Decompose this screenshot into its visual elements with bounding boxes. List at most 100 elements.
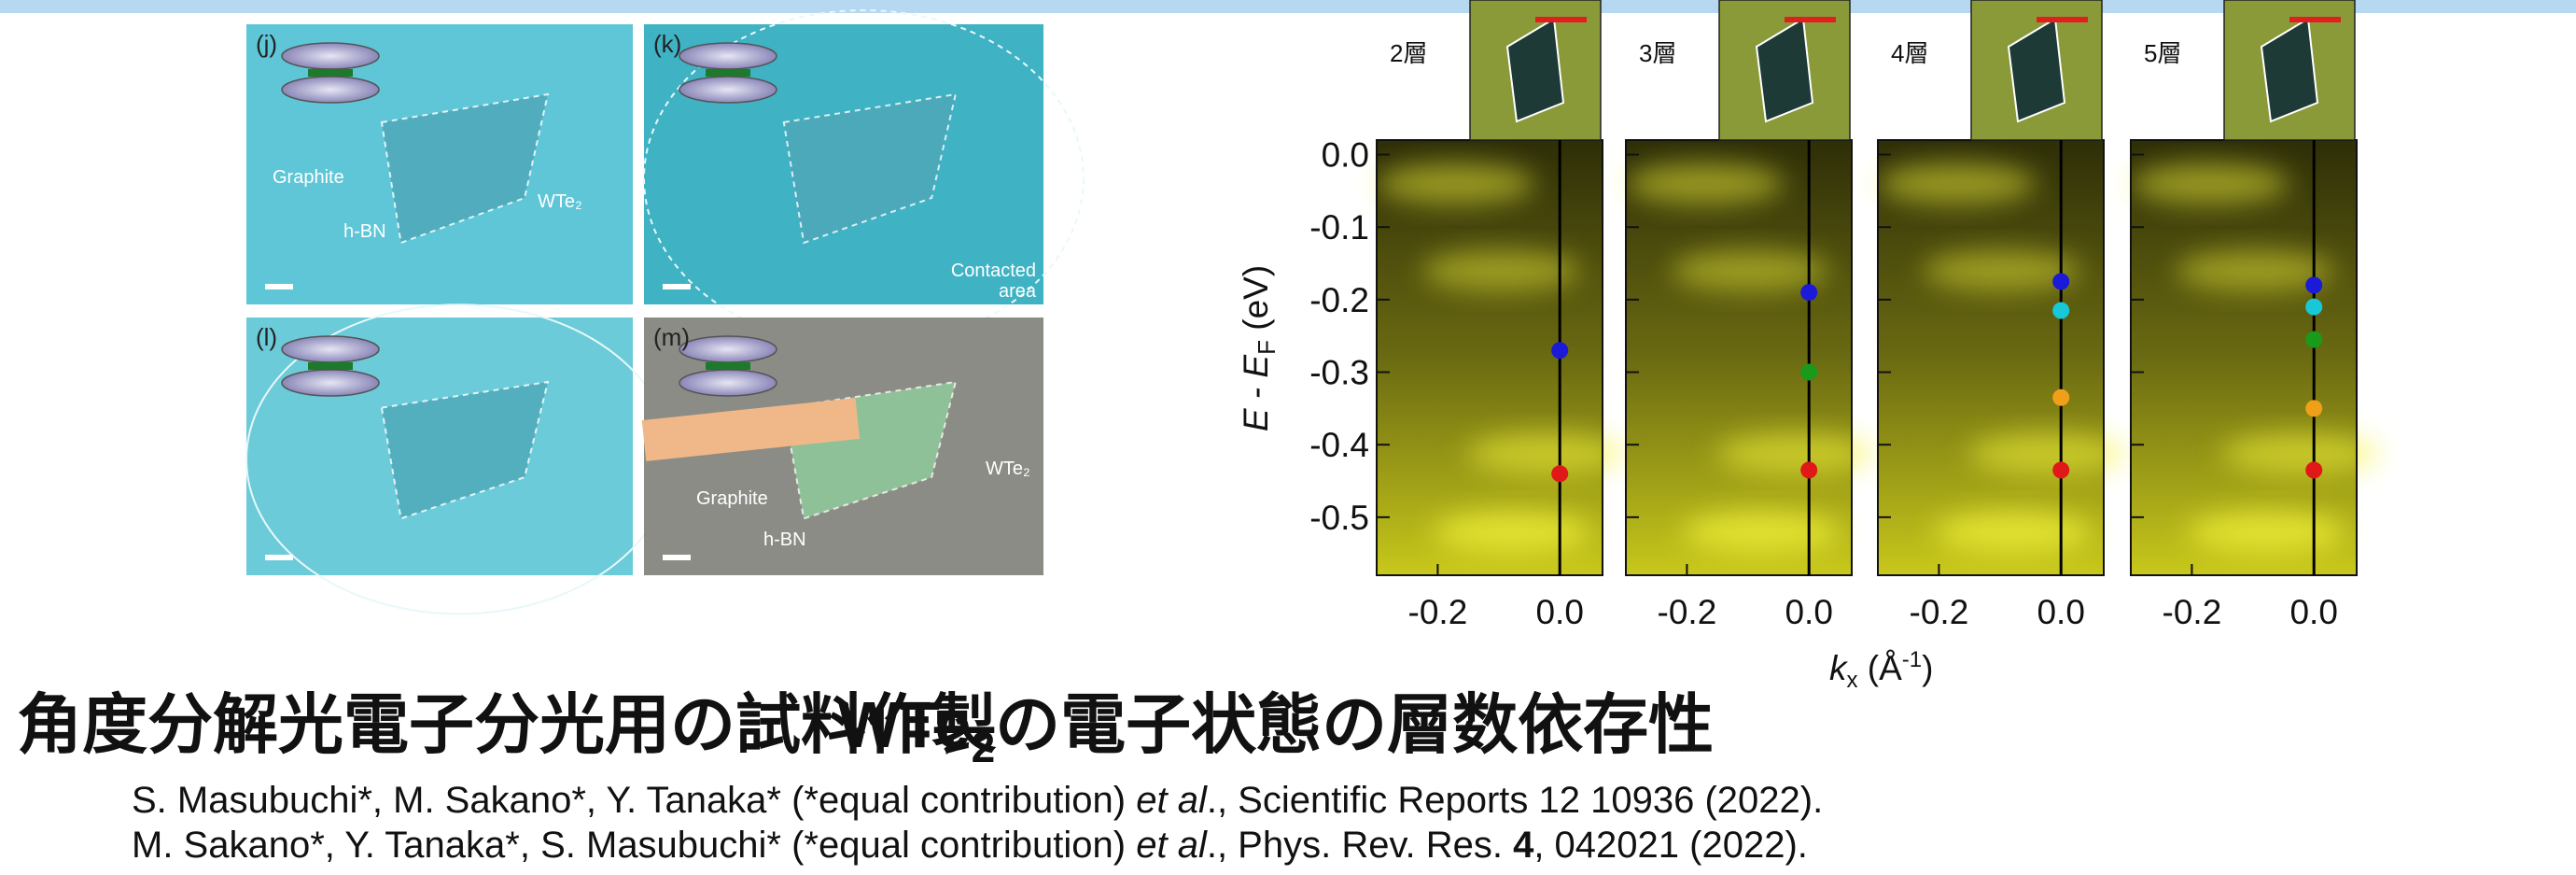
sample-panel: (l) — [245, 303, 673, 615]
band-energy-point — [1800, 284, 1818, 302]
x-axis-label: kx (Å-1) — [1829, 647, 1933, 693]
heading-part: の電子状態の層数依存性 — [995, 688, 1714, 761]
heading-right: WTe2の電子状態の層数依存性 — [838, 688, 1714, 771]
band-energy-point — [2052, 273, 2070, 290]
x-tick-label: 0.0 — [2289, 593, 2337, 631]
intensity-band — [2176, 249, 2334, 291]
band-energy-point — [2052, 302, 2070, 319]
stack-icon — [308, 69, 353, 77]
stack-icon — [706, 69, 750, 77]
reference-part: 4 — [1513, 825, 1534, 866]
band-energy-point — [1551, 342, 1569, 360]
intensity-band — [1715, 432, 1875, 474]
image-annotation: Graphite — [696, 488, 768, 509]
heading-part: WTe — [838, 688, 972, 761]
cut-title-band — [0, 0, 2576, 13]
inset-scale-bar — [2289, 17, 2341, 22]
reference-part: et al — [1136, 825, 1208, 866]
layer-label: 2層 — [1390, 39, 1427, 67]
lens-icon — [281, 42, 380, 70]
x-tick-label: -0.2 — [1408, 593, 1468, 631]
y-tick-label: 0.0 — [1322, 136, 1369, 175]
intensity-band — [1433, 511, 1591, 553]
band-energy-point — [2305, 331, 2323, 348]
band-energy-point — [2305, 276, 2323, 294]
intensity-map — [1626, 140, 1852, 575]
y-axis-label: E - EF (eV) — [1237, 265, 1281, 431]
intensity-map — [1377, 140, 1603, 575]
intensity-band — [2187, 511, 2345, 553]
x-label-unit: (Å — [1858, 649, 1903, 687]
y-tick-label: -0.1 — [1309, 208, 1369, 247]
reference: S. Masubuchi*, M. Sakano*, Y. Tanaka* (*… — [132, 780, 1823, 821]
reference-part: , 042021 (2022). — [1533, 825, 1808, 866]
image-annotation: WTe₂ — [986, 459, 1030, 479]
scale-bar — [663, 284, 691, 289]
intensity-band — [1682, 511, 1841, 553]
arpes-panel: 5層 -0.2 0.0 — [2130, 0, 2380, 631]
reference-part: ., Scientific Reports 12 10936 (2022). — [1207, 780, 1823, 821]
intensity-band — [2131, 162, 2289, 205]
layer-label: 3層 — [1639, 39, 1676, 67]
y-tick-label: -0.3 — [1309, 354, 1369, 392]
y-tick-label: -0.2 — [1309, 281, 1369, 319]
x-label-sub: x — [1847, 668, 1858, 693]
image-annotation: h-BN — [763, 529, 806, 550]
intensity-map — [1878, 140, 2104, 575]
reference: M. Sakano*, Y. Tanaka*, S. Masubuchi* (*… — [132, 825, 1808, 866]
scale-bar — [663, 555, 691, 560]
stack-icon — [308, 362, 353, 370]
scale-bar — [265, 555, 293, 560]
band-energy-point — [1800, 461, 1818, 479]
reference-part: M. Sakano*, Y. Tanaka*, S. Masubuchi* (*… — [132, 825, 1136, 866]
arpes-panel: 2層 0.0 -0.1 -0.2 -0.3 -0.4 -0.5 -0.2 0.0 — [1309, 0, 1626, 631]
stack-icon — [706, 362, 750, 370]
lens-icon — [679, 76, 777, 104]
y-label-unit: (eV) — [1237, 265, 1275, 340]
sample-panel: (j) Graphite h-BN WTe₂ — [246, 24, 633, 304]
intensity-band — [1626, 162, 1785, 205]
inset-flake — [1755, 17, 1814, 123]
x-tick-label: 0.0 — [1785, 593, 1832, 631]
x-tick-label: 0.0 — [2037, 593, 2084, 631]
lens-icon — [281, 76, 380, 104]
inset-scale-bar — [1785, 17, 1836, 22]
intensity-band — [1934, 511, 2093, 553]
panel-label: (j) — [256, 30, 277, 58]
flake — [380, 380, 550, 520]
y-label-sub: F — [1253, 340, 1281, 355]
x-label-main: k — [1829, 649, 1849, 687]
intensity-band — [2220, 432, 2380, 474]
inset-scale-bar — [1535, 17, 1587, 22]
stamp-outline — [643, 9, 1085, 347]
lens-icon — [679, 335, 777, 363]
panel-label: (m) — [653, 323, 690, 351]
band-energy-point — [2052, 388, 2070, 406]
lens-icon — [281, 335, 380, 363]
flake — [782, 92, 958, 245]
sample-panel: (m) Graphite h-BN WTe₂ — [641, 318, 1043, 575]
arpes-figure: 2層 0.0 -0.1 -0.2 -0.3 -0.4 -0.5 -0.2 0.0 3層 -0.2 0.… — [1237, 0, 2380, 693]
arpes-panel: 4層 -0.2 0.0 — [1877, 0, 2127, 631]
intensity-map — [2131, 140, 2357, 575]
image-annotation: Contacted — [951, 261, 1036, 281]
x-tick-label: 0.0 — [1535, 593, 1583, 631]
intensity-band — [1466, 432, 1626, 474]
lens-icon — [679, 369, 777, 397]
intensity-band — [1878, 162, 2037, 205]
intensity-band — [1671, 249, 1829, 291]
x-label-close: ) — [1922, 649, 1933, 687]
inset-flake — [2007, 17, 2066, 123]
layer-label: 5層 — [2144, 39, 2181, 67]
x-label-sup: -1 — [1902, 647, 1922, 672]
arpes-panel: 3層 -0.2 0.0 — [1625, 0, 1875, 631]
image-annotation: area — [999, 281, 1037, 302]
reference-part: S. Masubuchi*, M. Sakano*, Y. Tanaka* (*… — [132, 780, 1136, 821]
y-label-main: E - E — [1237, 354, 1275, 432]
image-annotation: h-BN — [343, 221, 386, 242]
reference-part: ., Phys. Rev. Res. — [1207, 825, 1513, 866]
inset-flake — [1505, 17, 1565, 123]
panel-label: (l) — [256, 323, 277, 351]
